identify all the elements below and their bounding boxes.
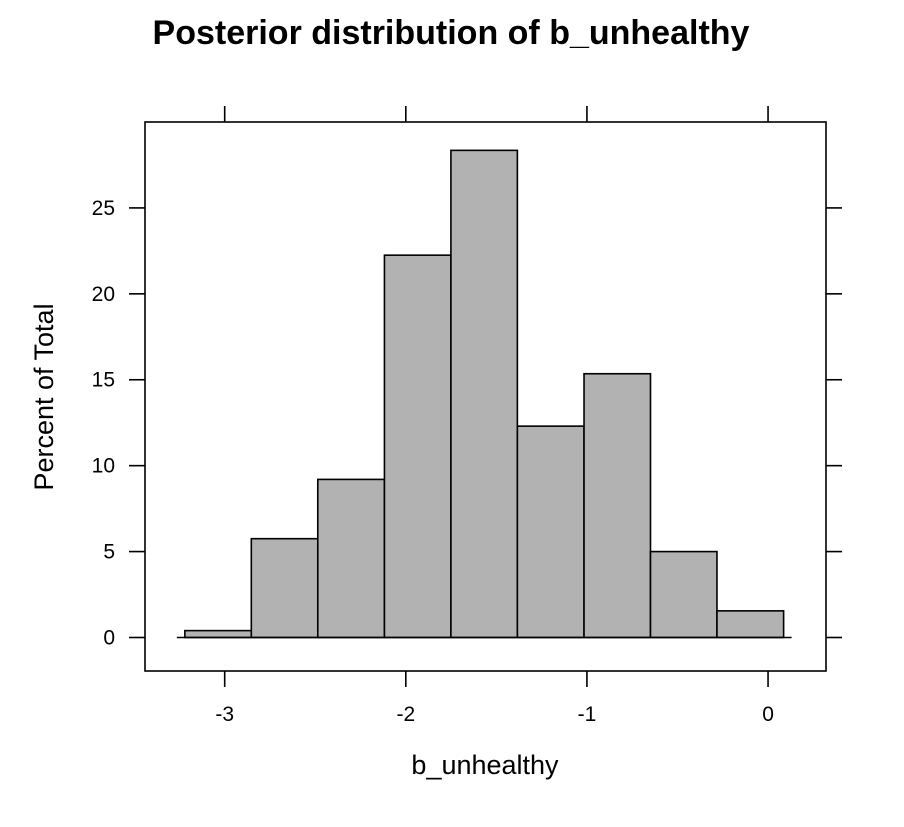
histogram-bar-4 bbox=[383, 254, 452, 639]
chart-title: Posterior distribution of b_unhealthy bbox=[153, 14, 750, 52]
axis-ticks-group: -3 -2 -1 0 0 5 10 15 20 25 bbox=[92, 106, 842, 726]
histogram-bar-3 bbox=[316, 478, 386, 639]
y-tick-label: 10 bbox=[92, 455, 115, 478]
x-tick-label: -1 bbox=[578, 703, 597, 726]
y-tick-label: 25 bbox=[92, 197, 115, 220]
y-tick-label: 20 bbox=[92, 283, 115, 306]
x-axis-label: b_unhealthy bbox=[411, 750, 559, 780]
x-tick-label: -3 bbox=[215, 703, 234, 726]
histogram-bar-7 bbox=[583, 372, 652, 639]
histogram-bar-1 bbox=[184, 629, 253, 639]
y-tick-label: 5 bbox=[103, 541, 115, 564]
x-tick-label: -2 bbox=[396, 703, 415, 726]
plot-panel-border bbox=[144, 121, 827, 672]
y-axis-label: Percent of Total bbox=[29, 303, 59, 490]
bars-group bbox=[184, 149, 785, 639]
histogram-bar-2 bbox=[250, 537, 319, 639]
x-tick-label: 0 bbox=[762, 703, 774, 726]
histogram-bar-5 bbox=[450, 149, 519, 639]
histogram-bar-8 bbox=[649, 550, 718, 639]
histogram-bar-6 bbox=[516, 425, 585, 639]
histogram-bar-9 bbox=[716, 610, 785, 639]
y-tick-label: 15 bbox=[92, 369, 115, 392]
y-tick-label: 0 bbox=[103, 626, 115, 649]
